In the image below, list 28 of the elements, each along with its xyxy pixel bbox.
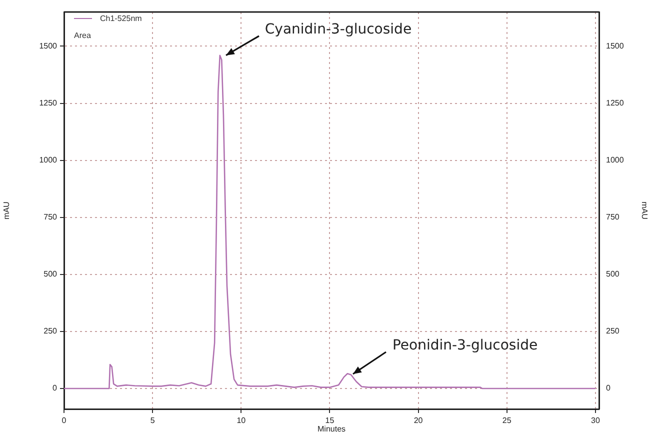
- legend-label: Ch1-525nm: [100, 14, 142, 23]
- y-tick-label: 0: [52, 384, 58, 393]
- y2-tick-label: 1250: [606, 98, 624, 108]
- x-tick-label: 25: [502, 416, 512, 426]
- y2-tick-label: 1000: [606, 156, 624, 165]
- x-tick-label: 10: [236, 416, 246, 426]
- x-tick-label: 0: [62, 416, 67, 426]
- y-tick-label: 1000: [39, 156, 58, 165]
- y-tick-label: 500: [44, 270, 58, 279]
- y2-tick-label: 250: [606, 326, 620, 336]
- annotation: Cyanidin-3-glucoside: [264, 22, 412, 38]
- y2-tick-label: 0: [606, 384, 611, 393]
- y2-tick-label: 1500: [606, 41, 624, 50]
- annotation: Peonidin-3-glucoside: [392, 337, 538, 354]
- x-tick-label: 5: [150, 416, 156, 426]
- x-tick-label: 15: [325, 416, 335, 426]
- x-tick-label: 30: [591, 416, 600, 426]
- y2-tick-label: 500: [606, 270, 620, 279]
- x-axis-title: Minutes: [317, 424, 346, 434]
- y2-tick-label: 750: [606, 212, 620, 222]
- x-tick-label: 20: [414, 416, 424, 426]
- annotation: Area: [74, 31, 92, 40]
- y-tick-label: 750: [44, 212, 58, 222]
- y-axis-title: mAU: [2, 201, 12, 220]
- y-tick-label: 1500: [39, 41, 58, 50]
- y-tick-label: 250: [44, 326, 58, 336]
- y2-axis-title: mAU: [640, 202, 649, 220]
- y-tick-label: 1250: [39, 98, 58, 108]
